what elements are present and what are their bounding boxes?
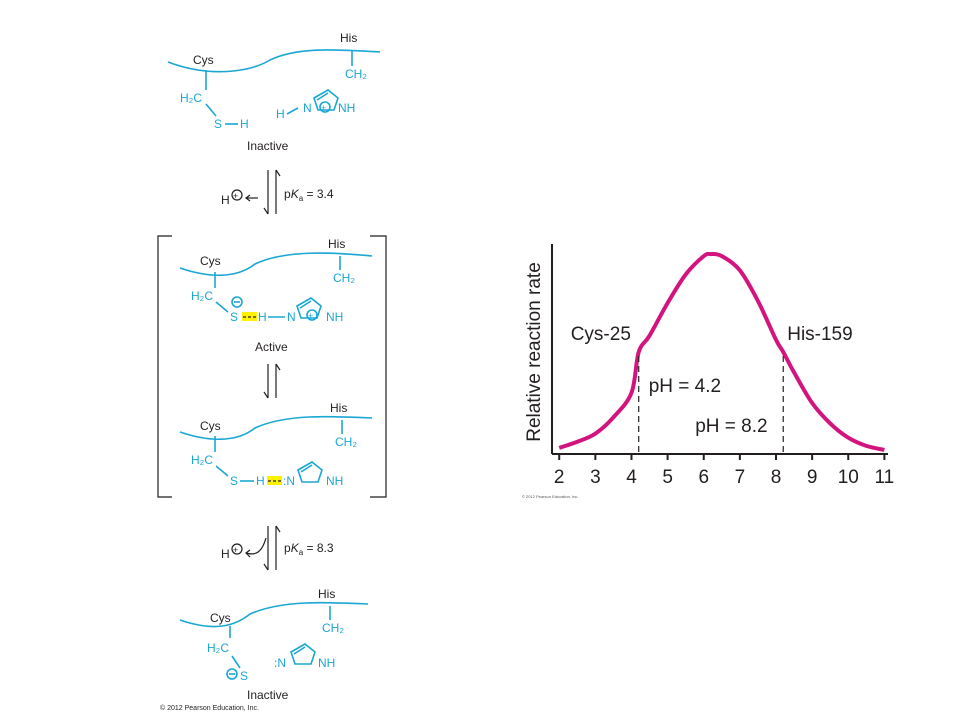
- x-tick-label: 2: [554, 467, 565, 488]
- svg-text:+: +: [233, 191, 238, 201]
- imidazole-n: N: [287, 310, 296, 324]
- state-neutral-hbond: Cys His H₂C S H :N CH₂ NH: [179, 401, 373, 488]
- annotation-label: pH = 4.2: [649, 376, 721, 397]
- hydrogen-label: H: [256, 474, 265, 488]
- x-tick-label: 8: [771, 467, 782, 488]
- his-label: His: [318, 587, 335, 601]
- sulfur-label: S: [214, 117, 222, 131]
- cys-label: Cys: [200, 419, 221, 433]
- state-active-ion-pair: Cys His H₂C S H N CH₂ + NH Active: [179, 237, 373, 354]
- pka-label: pKa = 3.4: [284, 187, 334, 203]
- x-tick-label: 4: [626, 467, 637, 488]
- curved-arrow: [245, 537, 267, 555]
- ph-rate-chart: 2 3 4 5 6 7 8 9 10 11 Relative reaction rate Cys-25…: [522, 244, 895, 499]
- x-tick-label: 10: [838, 467, 859, 488]
- x-tick-label: 6: [698, 467, 709, 488]
- state-label: Inactive: [247, 139, 289, 153]
- h2c-label: H₂C: [191, 453, 213, 467]
- annotation-label: His-159: [787, 324, 852, 345]
- annotation-label: pH = 8.2: [695, 416, 767, 437]
- his-label: His: [328, 237, 345, 251]
- cys-label: Cys: [200, 254, 221, 268]
- ch2-label: CH₂: [333, 271, 355, 285]
- imidazole-n: :N: [274, 656, 286, 670]
- chart-copyright: © 2012 Pearson Education, Inc.: [522, 494, 579, 499]
- svg-text:+: +: [321, 103, 326, 113]
- h2c-label: H₂C: [191, 289, 213, 303]
- his-label: His: [330, 401, 347, 415]
- y-axis-label: Relative reaction rate: [524, 262, 545, 442]
- imidazole-nh: NH: [318, 656, 335, 670]
- state-label: Inactive: [247, 688, 289, 702]
- h2c-label: H₂C: [180, 91, 202, 105]
- annotation-label: Cys-25: [571, 324, 631, 345]
- left-bracket: [157, 235, 172, 498]
- sulfur-label: S: [240, 669, 248, 683]
- equilibrium-arrows-2: H + pKa = 8.3: [221, 525, 334, 571]
- protein-backbone: [167, 49, 381, 73]
- ch2-label: CH₂: [322, 621, 344, 635]
- imidazole-nh: NH: [338, 101, 355, 115]
- sulfur-label: S: [230, 474, 238, 488]
- equilibrium-arrows-mid: [263, 363, 281, 399]
- state-inactive-deprotonated: Cys His H₂C S CH₂ :N NH Inactive: [179, 587, 369, 702]
- right-bracket: [370, 235, 387, 498]
- minus-charge-icon: [231, 296, 243, 308]
- imidazole-n: :N: [283, 474, 295, 488]
- copyright-text: © 2012 Pearson Education, Inc.: [160, 704, 259, 712]
- x-tick-label: 11: [875, 467, 895, 488]
- imidazole-h: H: [276, 107, 285, 121]
- cys-label: Cys: [210, 611, 231, 625]
- imidazole-n: N: [303, 101, 312, 115]
- x-tick-label: 3: [590, 467, 601, 488]
- proton-label: H: [221, 193, 230, 207]
- state-inactive-protonated: Cys His H₂C S H CH₂ H N + NH Inactive: [167, 31, 381, 153]
- ch2-label: CH₂: [335, 435, 357, 449]
- sulfur-label: S: [230, 310, 238, 324]
- svg-text:+: +: [233, 545, 238, 555]
- state-label: Active: [255, 340, 288, 354]
- plus-charge-icon: [231, 543, 243, 555]
- hydrogen-label: H: [258, 310, 267, 324]
- proton-label: H: [221, 547, 230, 561]
- svg-text:+: +: [308, 311, 313, 321]
- x-tick-label: 7: [735, 467, 746, 488]
- plus-charge-icon: [231, 189, 243, 201]
- equilibrium-arrows-1: H + pKa = 3.4: [221, 169, 334, 215]
- cys-label: Cys: [193, 53, 214, 67]
- plus-charge-icon: [319, 101, 331, 113]
- x-tick-label: 9: [807, 467, 818, 488]
- ch2-label: CH₂: [345, 67, 367, 81]
- x-tick-label: 5: [662, 467, 673, 488]
- imidazole-nh: NH: [326, 474, 343, 488]
- h2c-label: H₂C: [207, 641, 229, 655]
- hydrogen-label: H: [240, 117, 249, 131]
- minus-charge-icon: [226, 668, 238, 680]
- pka-label: pKa = 8.3: [284, 541, 334, 557]
- mechanism-scheme: Cys His H₂C S H CH₂ H N + NH Inactive H …: [157, 31, 387, 712]
- plus-charge-icon: [306, 309, 318, 321]
- imidazole-nh: NH: [326, 310, 343, 324]
- his-label: His: [340, 31, 357, 45]
- rate-curve: [558, 251, 885, 452]
